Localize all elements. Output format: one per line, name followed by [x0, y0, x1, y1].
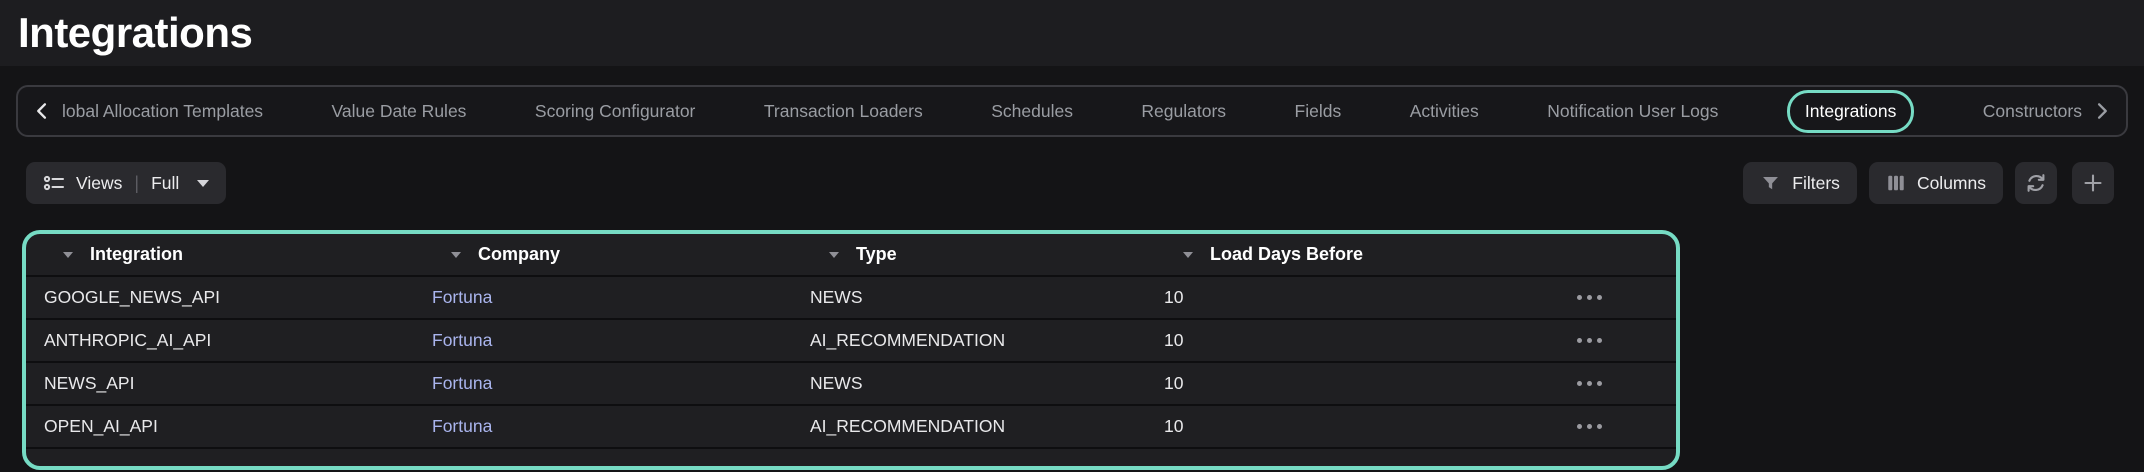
table-row: OPEN_AI_API Fortuna AI_RECOMMENDATION 10 [26, 404, 1676, 447]
company-link[interactable]: Fortuna [432, 416, 493, 436]
table-row: NEWS_API Fortuna NEWS 10 [26, 361, 1676, 404]
ellipsis-dot [1587, 338, 1592, 343]
chevron-left-icon[interactable] [32, 101, 52, 121]
tab-fields[interactable]: Fields [1294, 100, 1342, 121]
toolbar-right-group: Filters Columns [1743, 162, 2114, 204]
ellipsis-dot [1587, 295, 1592, 300]
cell-load-days-before: 10 [1164, 373, 1184, 393]
caret-down-icon [197, 179, 210, 187]
cell-type: NEWS [810, 287, 863, 307]
integrations-table: Integration Company Type Load Days Before G… [22, 230, 1680, 470]
tab-notification-user-logs[interactable]: Notification User Logs [1547, 100, 1719, 121]
list-views-icon [43, 172, 65, 194]
ellipsis-dot [1597, 424, 1602, 429]
filters-button[interactable]: Filters [1743, 162, 1857, 204]
cell-type: AI_RECOMMENDATION [810, 330, 1006, 350]
column-header-label: Type [856, 244, 897, 264]
views-button[interactable]: Views | Full [26, 162, 227, 204]
ellipsis-dot [1587, 424, 1592, 429]
cell-integration: ANTHROPIC_AI_API [44, 330, 212, 350]
cell-company: Fortuna [432, 330, 810, 351]
column-header-type: Type [810, 244, 1164, 265]
views-button-label: Views [76, 172, 123, 193]
caret-down-icon[interactable] [451, 251, 461, 258]
cell-actions [1556, 289, 1676, 306]
page-title: Integrations [18, 9, 253, 56]
company-link[interactable]: Fortuna [432, 330, 493, 350]
tab-integrations[interactable]: Integrations [1786, 89, 1915, 133]
cell-company: Fortuna [432, 416, 810, 437]
column-header-company: Company [432, 244, 810, 265]
tab-lobal-allocation-templates[interactable]: lobal Allocation Templates [62, 100, 264, 121]
columns-button-label: Columns [1916, 172, 1986, 193]
row-menu-button[interactable] [1575, 418, 1604, 435]
column-header-load-days-before: Load Days Before [1164, 244, 1556, 265]
refresh-icon [2024, 171, 2048, 195]
caret-down-icon[interactable] [63, 251, 73, 258]
cell-load-days-before: 10 [1164, 330, 1184, 350]
cell-actions [1556, 418, 1676, 435]
table-body: GOOGLE_NEWS_API Fortuna NEWS 10 ANTHROPIC_AI… [26, 275, 1676, 449]
tab-constructors[interactable]: Constructors [1982, 100, 2082, 121]
cell-integration: NEWS_API [44, 373, 135, 393]
caret-down-icon[interactable] [1183, 251, 1193, 258]
column-header-integration: Integration [44, 244, 432, 265]
funnel-icon [1760, 173, 1781, 194]
cell-actions [1556, 375, 1676, 392]
chevron-right-icon[interactable] [2092, 101, 2112, 121]
company-link[interactable]: Fortuna [432, 373, 493, 393]
ellipsis-dot [1577, 295, 1582, 300]
cell-integration: GOOGLE_NEWS_API [44, 287, 221, 307]
ellipsis-dot [1597, 381, 1602, 386]
columns-icon [1886, 173, 1906, 193]
ellipsis-dot [1597, 295, 1602, 300]
cell-company: Fortuna [432, 287, 810, 308]
row-menu-button[interactable] [1575, 375, 1604, 392]
add-button[interactable] [2072, 162, 2114, 204]
columns-button[interactable]: Columns [1868, 162, 2003, 204]
cell-type: NEWS [810, 373, 863, 393]
tab-regulators[interactable]: Regulators [1141, 100, 1227, 121]
tab-list: lobal Allocation Templates Value Date Rul… [62, 89, 2082, 133]
cell-actions [1556, 332, 1676, 349]
company-link[interactable]: Fortuna [432, 287, 493, 307]
ellipsis-dot [1577, 338, 1582, 343]
views-current-value: Full [151, 172, 180, 193]
ellipsis-icon [1577, 381, 1602, 386]
column-header-label: Company [478, 244, 561, 264]
table-row: ANTHROPIC_AI_API Fortuna AI_RECOMMENDATION… [26, 318, 1676, 361]
column-header-label: Integration [90, 244, 183, 264]
ellipsis-icon [1577, 338, 1602, 343]
tab-schedules[interactable]: Schedules [991, 100, 1073, 121]
cell-load-days-before: 10 [1164, 416, 1184, 436]
plus-icon [2081, 171, 2105, 195]
page-header: Integrations [0, 0, 2144, 66]
tab-value-date-rules[interactable]: Value Date Rules [331, 100, 467, 121]
cell-company: Fortuna [432, 373, 810, 394]
ellipsis-dot [1597, 338, 1602, 343]
column-header-label: Load Days Before [1210, 244, 1364, 264]
tab-scoring-configurator[interactable]: Scoring Configurator [534, 100, 696, 121]
ellipsis-dot [1577, 424, 1582, 429]
cell-load-days-before: 10 [1164, 287, 1184, 307]
ellipsis-icon [1577, 295, 1602, 300]
toolbar: Views | Full Filters [26, 162, 2114, 204]
tab-bar: lobal Allocation Templates Value Date Rul… [16, 85, 2128, 137]
table-row: GOOGLE_NEWS_API Fortuna NEWS 10 [26, 275, 1676, 318]
filters-button-label: Filters [1792, 172, 1840, 193]
cell-integration: OPEN_AI_API [44, 416, 158, 436]
ellipsis-dot [1587, 381, 1592, 386]
tab-transaction-loaders[interactable]: Transaction Loaders [763, 100, 923, 121]
ellipsis-dot [1577, 381, 1582, 386]
views-divider: | [134, 172, 140, 193]
row-menu-button[interactable] [1575, 289, 1604, 306]
tab-activities[interactable]: Activities [1409, 100, 1479, 121]
ellipsis-icon [1577, 424, 1602, 429]
refresh-button[interactable] [2015, 162, 2057, 204]
caret-down-icon[interactable] [829, 251, 839, 258]
row-menu-button[interactable] [1575, 332, 1604, 349]
table-header-row: Integration Company Type Load Days Before [26, 234, 1676, 275]
cell-type: AI_RECOMMENDATION [810, 416, 1006, 436]
